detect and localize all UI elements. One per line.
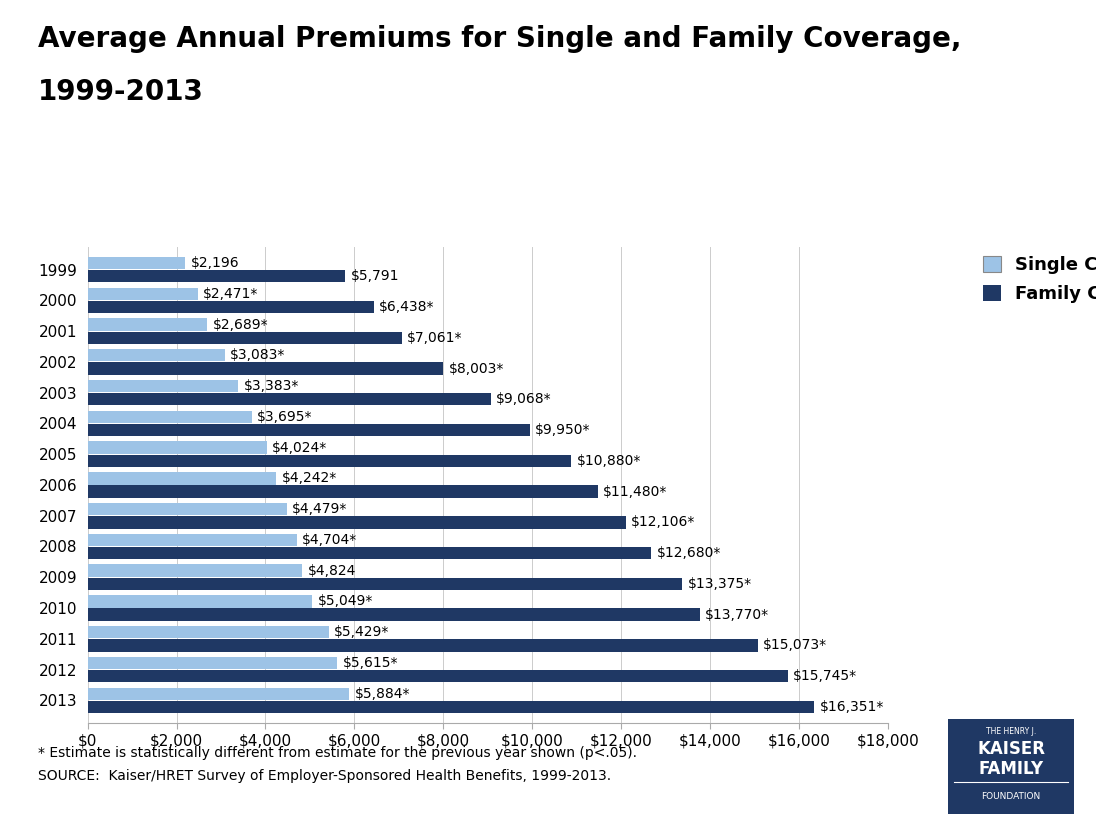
Text: $3,083*: $3,083* [230,349,285,363]
Bar [88,657,338,669]
Text: $2,689*: $2,689* [213,317,269,331]
Text: $7,061*: $7,061* [407,330,463,344]
Bar [88,626,329,639]
Bar [88,441,266,454]
Text: $5,884*: $5,884* [354,686,410,700]
Bar [88,700,814,713]
Bar [88,380,238,392]
Bar [88,301,374,313]
Bar [88,411,252,423]
Text: $4,024*: $4,024* [272,441,327,455]
Bar [88,578,682,590]
Legend: Single Coverage, Family Coverage: Single Coverage, Family Coverage [983,256,1096,303]
Text: Average Annual Premiums for Single and Family Coverage,: Average Annual Premiums for Single and F… [38,25,962,53]
Bar [88,455,571,467]
Text: FOUNDATION: FOUNDATION [981,792,1041,801]
Bar [88,565,302,577]
Bar [88,363,444,375]
Text: * Estimate is statistically different from estimate for the previous year shown : * Estimate is statistically different fr… [38,746,638,760]
Bar [88,670,788,682]
Text: $5,429*: $5,429* [334,626,390,640]
Bar [88,503,287,515]
Bar [88,640,757,652]
Text: $9,950*: $9,950* [535,423,591,437]
Text: $4,824: $4,824 [308,564,356,578]
Text: $16,351*: $16,351* [820,700,884,713]
Bar [88,288,197,300]
Text: THE HENRY J.: THE HENRY J. [986,727,1036,736]
Text: $11,480*: $11,480* [603,485,667,499]
Text: $3,695*: $3,695* [258,410,312,424]
Bar [88,257,185,270]
Bar [88,331,401,344]
Bar [88,486,598,498]
Text: $9,068*: $9,068* [496,392,551,406]
Bar [88,318,207,330]
Bar [88,270,345,283]
Text: $6,438*: $6,438* [379,300,435,314]
Text: $5,791: $5,791 [351,270,399,284]
Text: FAMILY: FAMILY [979,760,1043,778]
Text: $5,049*: $5,049* [318,594,373,608]
Bar [88,547,651,559]
Text: $4,242*: $4,242* [282,471,336,485]
Bar [88,424,530,436]
Text: $13,770*: $13,770* [705,607,769,621]
Text: $12,680*: $12,680* [657,546,721,560]
Bar [88,595,312,607]
Text: $3,383*: $3,383* [243,379,299,393]
Text: KAISER: KAISER [977,741,1046,759]
Bar [88,608,699,621]
Bar [88,533,297,546]
Text: $2,471*: $2,471* [203,287,259,301]
Text: $8,003*: $8,003* [448,362,504,376]
Text: $15,745*: $15,745* [792,669,857,683]
Bar [88,393,491,405]
Text: 1999-2013: 1999-2013 [38,78,204,106]
Bar [88,516,626,529]
Bar [88,349,225,362]
Text: $4,479*: $4,479* [293,502,347,516]
Text: $10,880*: $10,880* [576,454,641,468]
Text: $15,073*: $15,073* [763,639,827,653]
Text: SOURCE:  Kaiser/HRET Survey of Employer-Sponsored Health Benefits, 1999-2013.: SOURCE: Kaiser/HRET Survey of Employer-S… [38,769,612,783]
Text: $2,196: $2,196 [191,256,239,270]
Text: $4,704*: $4,704* [302,533,357,547]
Text: $5,615*: $5,615* [343,656,398,670]
Bar [88,687,350,700]
Text: $13,375*: $13,375* [687,577,752,591]
Bar [88,472,276,484]
Text: $12,106*: $12,106* [631,515,696,529]
